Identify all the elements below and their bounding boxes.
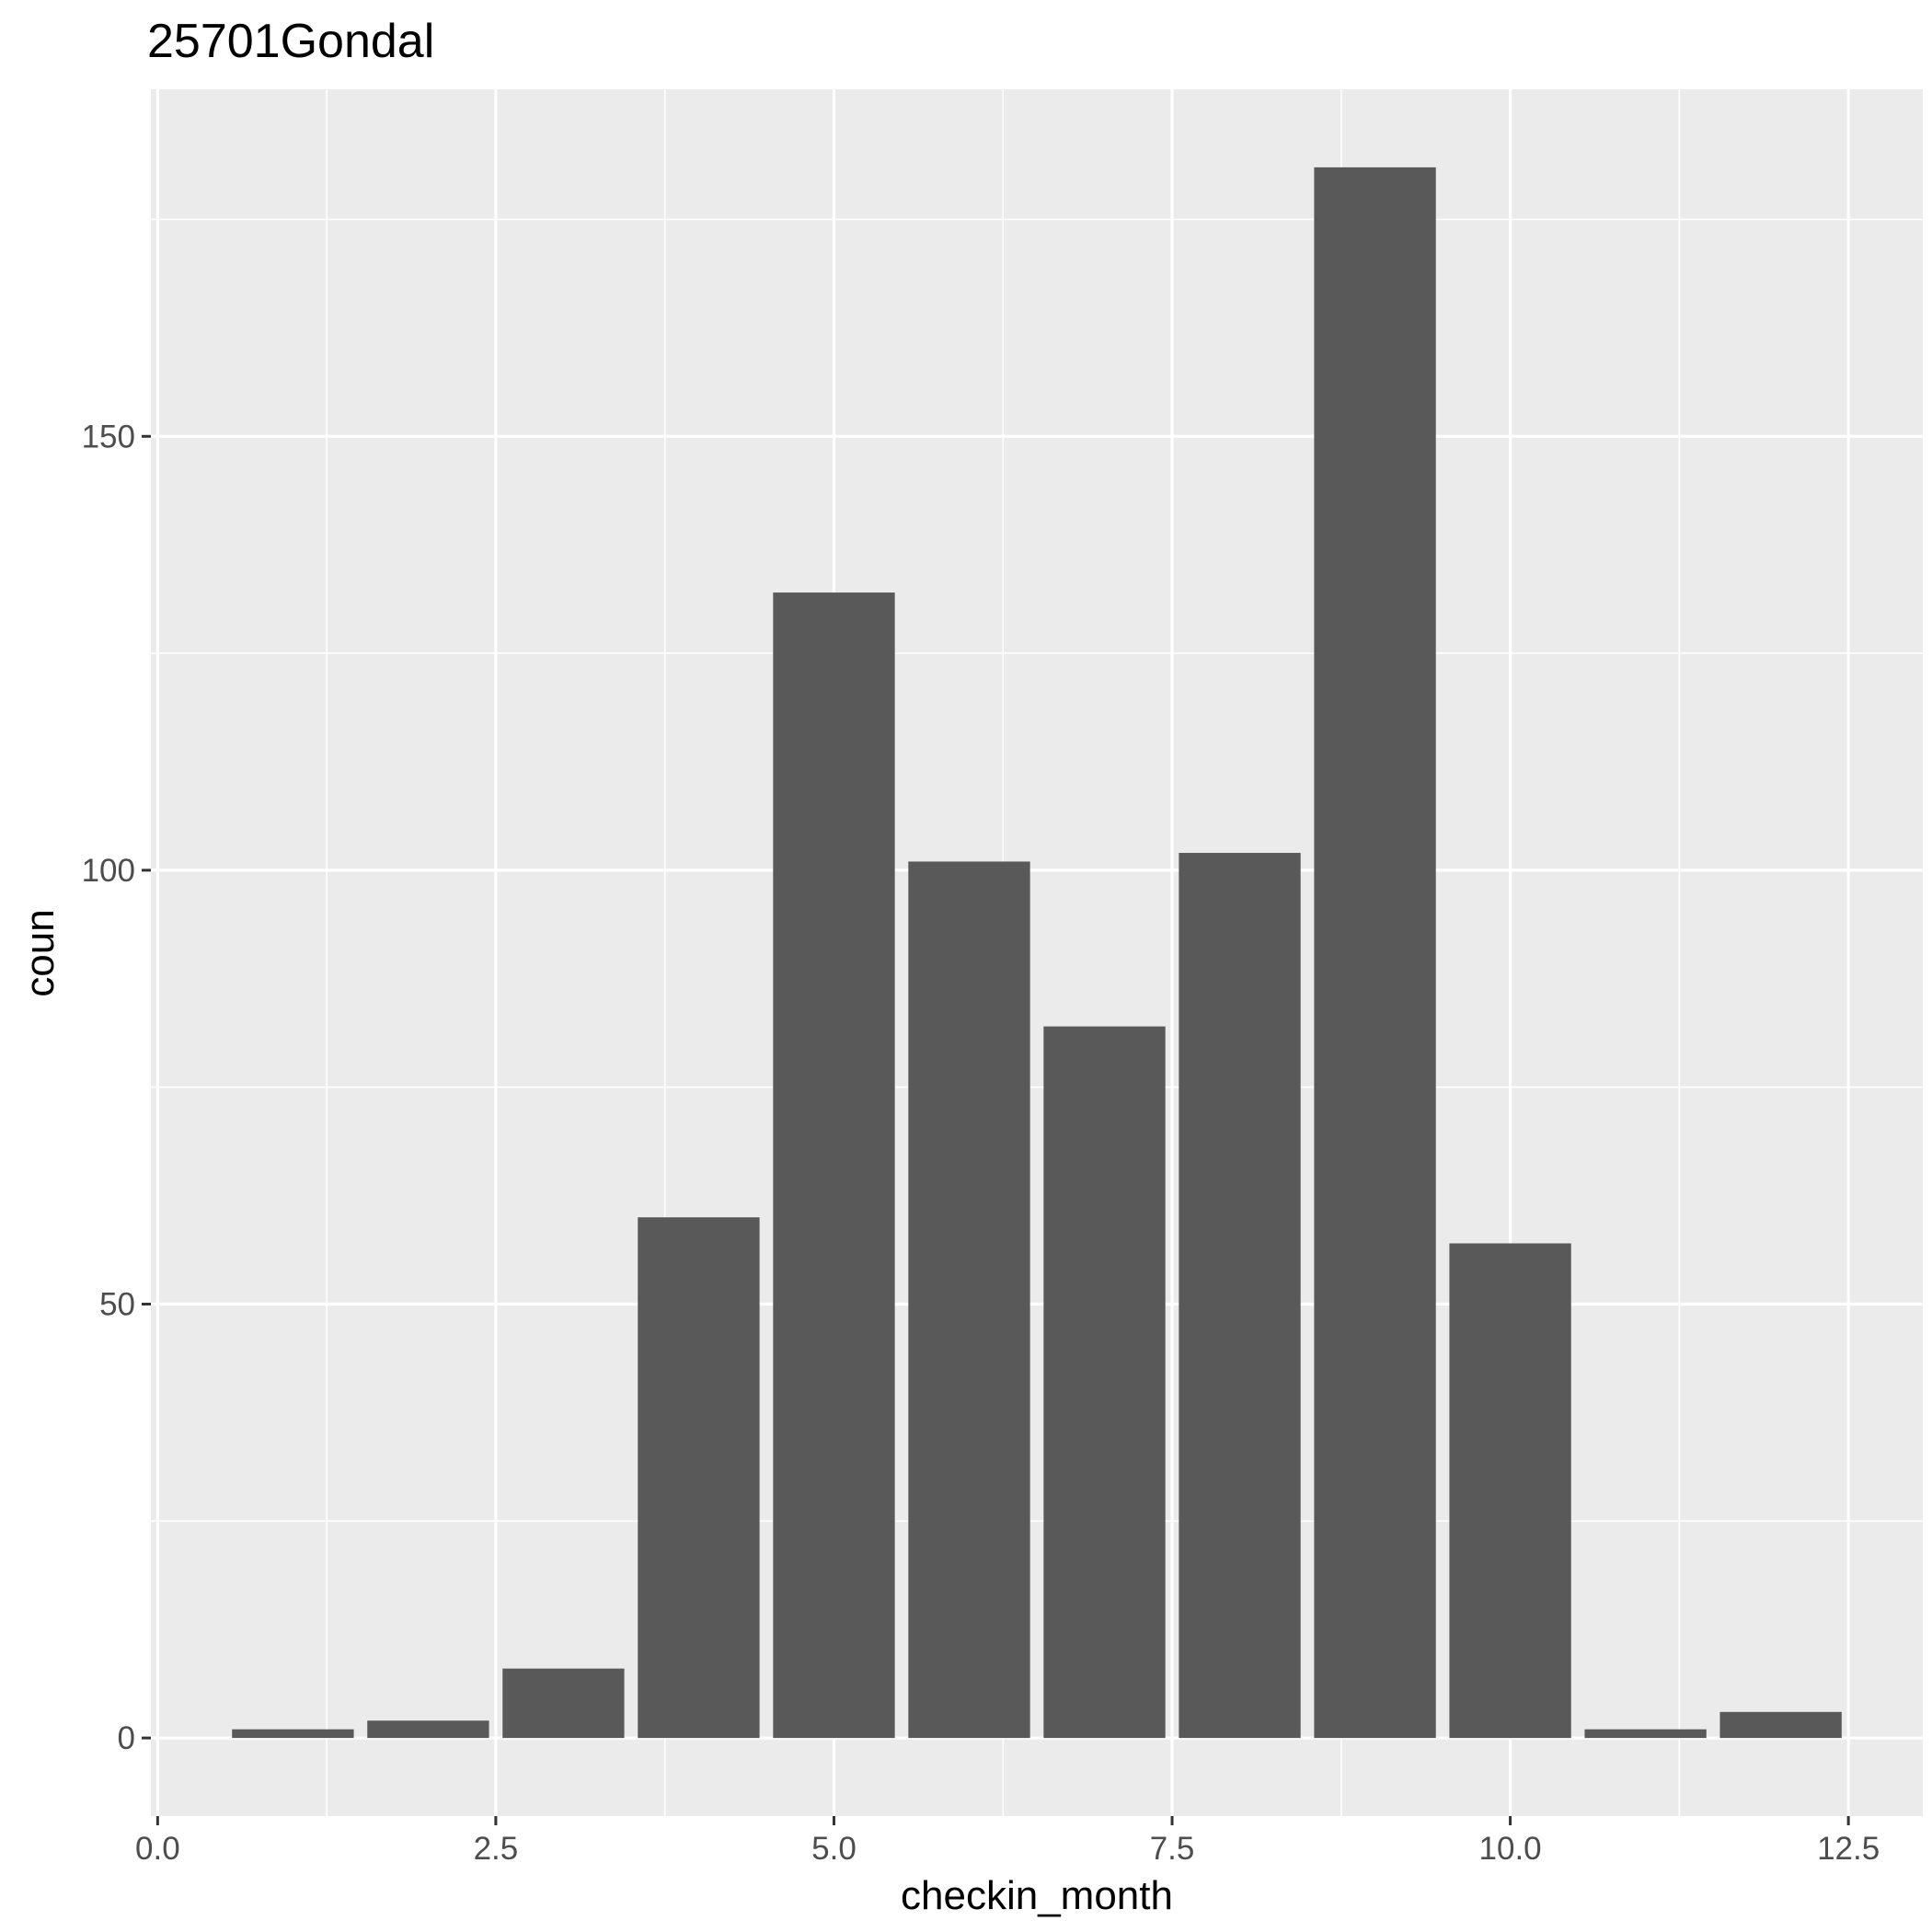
bar (1719, 1711, 1842, 1739)
bar (908, 861, 1030, 1739)
bar (1449, 1243, 1571, 1739)
bar (1584, 1729, 1707, 1739)
x-tick-label: 12.5 (1817, 1831, 1880, 1867)
x-tick-label: 2.5 (474, 1831, 519, 1867)
x-tick-label: 10.0 (1479, 1831, 1542, 1867)
bar (232, 1729, 354, 1739)
y-tick-label: 0 (118, 1720, 135, 1756)
x-tick-label: 7.5 (1150, 1831, 1195, 1867)
bar (502, 1668, 625, 1739)
bar (638, 1217, 760, 1739)
bar (1179, 853, 1301, 1739)
plot-panel (151, 89, 1923, 1816)
x-tick-label: 0.0 (135, 1831, 180, 1867)
x-axis: 0.0 2.5 5.0 7.5 10.0 12.5 (135, 1816, 1880, 1867)
y-tick-label: 100 (82, 853, 135, 889)
y-axis-title: coun (17, 909, 63, 996)
y-tick-label: 150 (82, 419, 135, 454)
bars (232, 167, 1842, 1739)
bar (773, 592, 895, 1739)
bar (1043, 1026, 1166, 1739)
x-axis-title: checkin_month (901, 1873, 1173, 1918)
x-tick-label: 5.0 (811, 1831, 857, 1867)
y-tick-label: 50 (99, 1287, 135, 1323)
bar (1314, 167, 1436, 1739)
chart-title: 25701Gondal (147, 15, 434, 68)
y-axis: 0 50 100 150 (82, 419, 151, 1756)
bar (367, 1720, 489, 1739)
